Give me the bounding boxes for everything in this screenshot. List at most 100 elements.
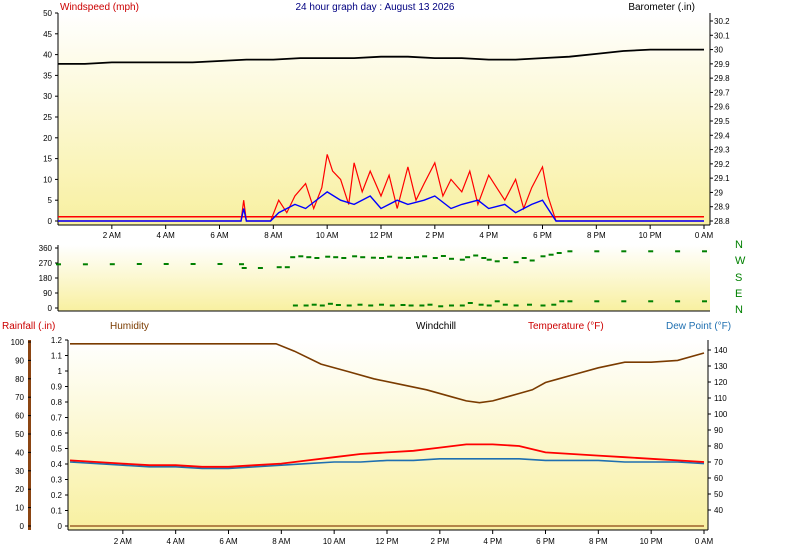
barometer-tick-label: 29.9 (714, 60, 730, 69)
wind-direction-north-point (621, 300, 627, 303)
temperature-tick-label: 120 (714, 378, 728, 387)
time-tick-label: 4 PM (479, 231, 498, 240)
wind-direction-point (459, 258, 465, 261)
windspeed-tick-label: 50 (43, 9, 52, 18)
wind-direction-point (325, 255, 331, 258)
wind-direction-point (513, 261, 519, 264)
temperature-tick-label: 130 (714, 362, 728, 371)
windspeed-axis-label: Windspeed (mph) (60, 2, 139, 13)
humidity-label: Humidity (110, 321, 149, 332)
compass-east: E (735, 288, 742, 300)
barometer-axis-label: Barometer (.in) (628, 2, 695, 13)
wind-direction-point (284, 266, 290, 269)
windspeed-tick-label: 20 (43, 134, 52, 143)
rainfall-tick-label: 0.8 (51, 398, 63, 407)
time-tick-label-lower: 4 PM (483, 537, 502, 546)
time-tick-label-lower: 12 PM (375, 537, 398, 546)
time-tick-label: 0 AM (695, 231, 714, 240)
wind-direction-point (702, 250, 707, 253)
compass-north-bottom: N (735, 304, 743, 316)
temperature-tick-label: 100 (714, 410, 728, 419)
temperature-tick-label: 140 (714, 346, 728, 355)
windchill-label: Windchill (416, 321, 456, 332)
rainfall-tick-label: 1.2 (51, 336, 63, 345)
barometer-tick-label: 29.8 (714, 74, 730, 83)
wind-direction-north-point (478, 303, 484, 306)
time-tick-label: 2 AM (103, 231, 122, 240)
wind-direction-north-point (335, 304, 341, 306)
wind-direction-point (397, 256, 403, 259)
time-tick-label-lower: 4 AM (167, 537, 186, 546)
barometer-tick-label: 29.6 (714, 103, 730, 112)
wind-direction-point (449, 257, 454, 260)
compass-south: S (735, 272, 742, 284)
wind-direction-north-point (551, 303, 557, 306)
wind-direction-point (163, 263, 169, 265)
barometer-tick-label: 28.8 (714, 217, 730, 226)
temperature-tick-label: 50 (714, 490, 723, 499)
windspeed-series-line (58, 154, 704, 222)
windspeed-tick-label: 45 (43, 30, 52, 39)
wind-direction-point (594, 250, 600, 253)
wind-direction-point (621, 250, 627, 253)
temperature-tick-label: 40 (714, 506, 723, 515)
direction-panel-background (58, 245, 710, 311)
windspeed-tick-label: 15 (43, 155, 52, 164)
wind-direction-north-point (292, 304, 298, 307)
rainfall-axis-label: Rainfall (.in) (2, 321, 55, 332)
wind-direction-north-point (311, 303, 317, 306)
barometer-tick-label: 30 (714, 46, 723, 55)
wind-direction-point (341, 257, 347, 259)
temperature-tick-label: 60 (714, 474, 723, 483)
time-tick-label: 8 AM (264, 231, 283, 240)
wind-direction-point (190, 263, 196, 265)
barometer-tick-label: 29 (714, 188, 723, 197)
wind-direction-point (379, 257, 384, 259)
windspeed-tick-label: 35 (43, 71, 52, 80)
wind-direction-north-point (327, 302, 333, 305)
direction-tick-label: 0 (48, 304, 53, 313)
rainfall-tick-label: 0 (58, 522, 63, 531)
wind-direction-point (333, 256, 339, 259)
barometer-tick-label: 30.1 (714, 31, 730, 40)
wind-direction-point (109, 263, 115, 266)
barometer-tick-label: 29.2 (714, 160, 730, 169)
rainfall-tick-label: 0.4 (51, 460, 63, 469)
dewpoint-label: Dew Point (°F) (666, 321, 731, 332)
wind-direction-point (440, 255, 446, 257)
wind-direction-north-point (319, 304, 325, 307)
wind-direction-point (432, 257, 438, 259)
wind-direction-north-point (368, 304, 374, 307)
wind-panel-background (58, 13, 710, 225)
wind-direction-point (239, 263, 244, 266)
time-tick-label-lower: 2 PM (430, 537, 449, 546)
humidity-tick-label: 50 (15, 430, 24, 439)
wind-direction-point (502, 257, 508, 259)
temperature-tick-label: 110 (714, 394, 727, 403)
time-tick-label: 8 PM (587, 231, 606, 240)
humidity-scale-bar (28, 340, 31, 530)
wind-direction-north-point (346, 304, 352, 307)
wind-direction-north-point (419, 304, 425, 307)
windspeed-tick-label: 0 (48, 217, 53, 226)
wind-direction-point (414, 256, 419, 259)
wind-direction-point (556, 252, 562, 254)
wind-direction-point (540, 255, 546, 258)
time-tick-label-lower: 2 AM (114, 537, 133, 546)
wind-direction-north-point (594, 300, 600, 303)
rainfall-tick-label: 0.7 (51, 414, 63, 423)
wind-direction-point (241, 267, 247, 269)
humidity-tick-label: 60 (15, 412, 24, 421)
rainfall-tick-label: 0.9 (51, 383, 63, 392)
time-tick-label-lower: 10 PM (640, 537, 663, 546)
wind-direction-point (314, 257, 320, 259)
wind-direction-point (422, 255, 428, 258)
wind-direction-north-point (449, 304, 454, 307)
windspeed-average-series-line (58, 191, 704, 222)
wind-direction-north-point (438, 305, 444, 308)
wind-direction-north-point (567, 300, 573, 303)
time-tick-label-lower: 8 AM (272, 537, 291, 546)
time-tick-label: 6 PM (533, 231, 552, 240)
windspeed-tick-label: 30 (43, 92, 52, 101)
wind-direction-point (352, 255, 358, 258)
